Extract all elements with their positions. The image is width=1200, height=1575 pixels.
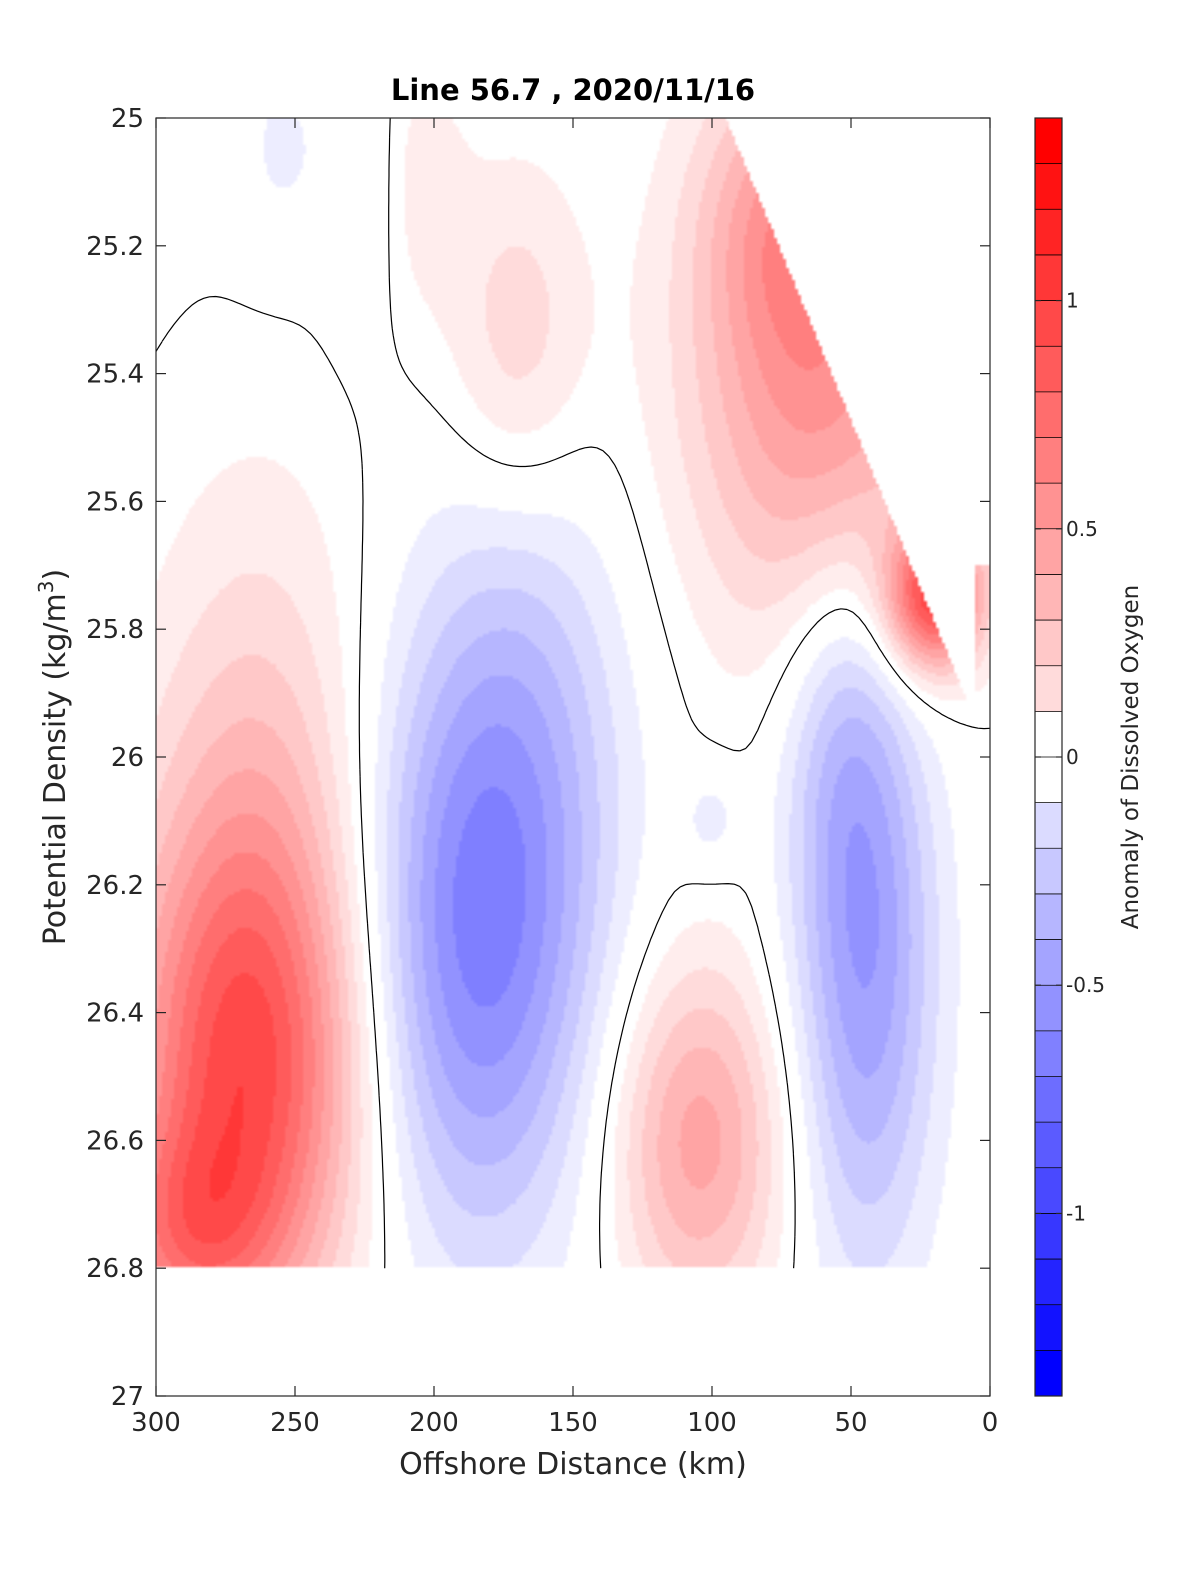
colorbar-band: [1035, 437, 1062, 484]
colorbar-band: [1035, 1167, 1062, 1214]
colorbar-tick-label: -1: [1066, 1201, 1086, 1225]
y-tick-label: 25.2: [86, 232, 144, 262]
colorbar-band: [1035, 1122, 1062, 1169]
y-tick-label: 27: [111, 1382, 144, 1412]
y-tick-label: 26: [111, 743, 144, 773]
colorbar-band: [1035, 1350, 1062, 1397]
colorbar-band: [1035, 209, 1062, 256]
colorbar-ticks: 1 0.5 0 -0.5 -1: [1035, 289, 1105, 1225]
y-tick-label: 25: [111, 104, 144, 134]
x-tick-label: 300: [131, 1408, 181, 1438]
y-tick-label: 25.6: [86, 487, 144, 517]
colorbar-band: [1035, 163, 1062, 210]
colorbar-tick-label: 0: [1066, 745, 1079, 769]
y-axis-title-superscript: 3: [34, 580, 58, 593]
colorbar-band: [1035, 1213, 1062, 1260]
colorbar-band: [1035, 1076, 1062, 1123]
y-axis: 25 25.2 25.4 25.6 25.8 26 26.2 26.4 26.6 26.8 27: [86, 104, 990, 1412]
x-tick-label: 100: [687, 1408, 737, 1438]
colorbar-band: [1035, 574, 1062, 621]
colorbar-band: [1035, 620, 1062, 667]
colorbar: [1035, 118, 1062, 1397]
colorbar-band: [1035, 939, 1062, 986]
colorbar-band: [1035, 893, 1062, 941]
y-axis-title-text: Potential Density (kg/m: [38, 593, 73, 945]
y-tick-label: 26.8: [86, 1254, 144, 1284]
colorbar-tick-label: -0.5: [1066, 973, 1105, 997]
colorbar-title: Anomaly of Dissolved Oxygen: [1118, 585, 1144, 930]
colorbar-band: [1035, 254, 1062, 302]
zero-contour-path: [156, 118, 990, 1269]
x-tick-label: 150: [548, 1408, 598, 1438]
chart-title: Line 56.7 , 2020/11/16: [391, 73, 755, 107]
colorbar-band: [1035, 1030, 1062, 1077]
colorbar-band: [1035, 1304, 1062, 1351]
x-axis: 300 250 200 150 100 50 0: [131, 118, 998, 1438]
colorbar-band: [1035, 802, 1062, 849]
colorbar-band: [1035, 757, 1062, 804]
colorbar-tick-label: 1: [1066, 289, 1079, 313]
colorbar-band: [1035, 848, 1062, 895]
colorbar-band: [1035, 300, 1062, 347]
x-tick-label: 250: [270, 1408, 320, 1438]
oxygen-anomaly-heatmap: [156, 118, 990, 1396]
y-tick-label: 26.6: [86, 1126, 144, 1156]
y-axis-title: Potential Density (kg/m3): [34, 569, 73, 945]
colorbar-band: [1035, 1259, 1062, 1306]
x-tick-label: 200: [409, 1408, 459, 1438]
colorbar-band: [1035, 483, 1062, 530]
x-axis-title: Offshore Distance (km): [399, 1447, 747, 1482]
colorbar-band: [1035, 391, 1062, 438]
colorbar-band: [1035, 118, 1062, 165]
colorbar-band: [1035, 528, 1062, 575]
colorbar-band: [1035, 985, 1062, 1032]
colorbar-band: [1035, 711, 1062, 758]
colorbar-tick-label: 0.5: [1066, 517, 1098, 541]
x-tick-label: 0: [982, 1408, 999, 1438]
x-tick-label: 50: [834, 1408, 867, 1438]
y-tick-label: 25.4: [86, 360, 144, 390]
y-tick-label: 26.4: [86, 999, 144, 1029]
zero-contour-lines: [156, 118, 990, 1269]
y-tick-label: 26.2: [86, 871, 144, 901]
colorbar-band: [1035, 665, 1062, 712]
y-axis-title-close: ): [38, 569, 73, 581]
y-tick-label: 25.8: [86, 615, 144, 645]
colorbar-band: [1035, 346, 1062, 393]
